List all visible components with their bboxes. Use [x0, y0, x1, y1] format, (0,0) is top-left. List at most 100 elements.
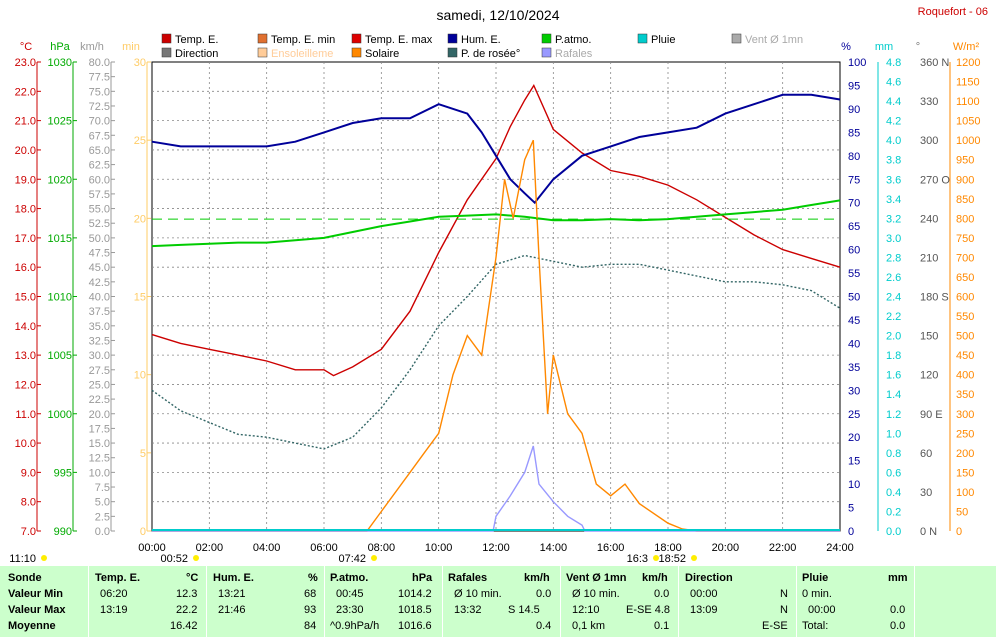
temp-axis-tick: 17.0 [15, 233, 36, 245]
header-rain-unit: mm [888, 572, 908, 584]
chart-grid [151, 61, 841, 532]
avg-hum-value: 84 [304, 620, 317, 632]
press-axis-tick: 1020 [48, 174, 72, 186]
temp-axis-tick: 22.0 [15, 86, 36, 98]
header-gust-unit: km/h [524, 572, 550, 584]
legend-swatch [351, 33, 362, 44]
x-axis-tick: 16:00 [597, 542, 625, 554]
dir-axis-tick: 240 [920, 213, 938, 225]
min-hum-value: 68 [304, 588, 317, 600]
temp-axis-unit: °C [20, 41, 32, 53]
dir-axis-tick: 90 E [920, 409, 943, 421]
series-p-de-ros-e [151, 254, 841, 450]
hum-axis-tick: 80 [848, 151, 860, 163]
sun-axis-tick: 0 [140, 526, 146, 538]
series-p-atmo [151, 199, 841, 248]
wind-axis-tick: 40.0 [89, 292, 110, 304]
press-axis-tick: 1005 [48, 350, 72, 362]
rain-axis-tick: 2.2 [886, 311, 901, 323]
max-hum-time: 21:46 [218, 604, 246, 616]
wind-axis-tick: 67.5 [89, 130, 110, 142]
legend-swatch [351, 47, 362, 58]
hum-axis-tick: 95 [848, 80, 860, 92]
wind-axis-tick: 20.0 [89, 409, 110, 421]
wind-axis-tick: 75.0 [89, 86, 110, 98]
min-press-value: 1014.2 [398, 588, 432, 600]
sun-label: 18:52 [658, 553, 686, 565]
dir-axis-tick: 210 [920, 252, 938, 264]
wind-axis-tick: 42.5 [89, 277, 110, 289]
temp-axis-tick: 8.0 [21, 497, 36, 509]
header-temp-unit: °C [186, 572, 199, 584]
sun-marker-dot [691, 555, 697, 561]
wind-axis-tick: 27.5 [89, 365, 110, 377]
max-gust-value: S 14.5 [508, 604, 540, 616]
solar-axis-tick: 900 [956, 174, 974, 186]
avg-dir-value: E-SE [762, 620, 788, 632]
legend-swatch [541, 33, 552, 44]
x-axis-tick: 12:00 [482, 542, 510, 554]
legend-swatch [161, 33, 172, 44]
rain-axis-tick: 4.0 [886, 135, 901, 147]
hum-axis-tick: 70 [848, 198, 860, 210]
min-rain-time: 0 min. [802, 588, 832, 600]
x-axis-tick: 24:00 [826, 542, 854, 554]
temp-axis-tick: 7.0 [21, 526, 36, 538]
rain-axis-tick: 3.8 [886, 155, 901, 167]
legend-swatch [161, 47, 172, 58]
rain-axis-tick: 4.6 [886, 77, 901, 89]
rain-axis-tick: 1.0 [886, 428, 901, 440]
hum-axis-tick: 100 [848, 57, 866, 69]
min-press-time: 00:45 [336, 588, 364, 600]
legend-swatch [731, 33, 742, 44]
legend-label: Temp. E. [175, 34, 218, 46]
wind-axis-tick: 50.0 [89, 233, 110, 245]
chart-series [151, 84, 841, 532]
x-axis-tick: 14:00 [540, 542, 568, 554]
legend-swatch [637, 33, 648, 44]
legend-label: P. de rosée° [461, 48, 520, 60]
press-axis-tick: 1025 [48, 116, 72, 128]
max-gust-time: 13:32 [454, 604, 482, 616]
hum-axis-tick: 85 [848, 127, 860, 139]
solar-axis-tick: 1000 [956, 135, 980, 147]
rain-axis-tick: 2.8 [886, 252, 901, 264]
solar-axis-tick: 150 [956, 467, 974, 479]
avg-press-value: 1016.6 [398, 620, 432, 632]
x-axis-tick: 06:00 [310, 542, 338, 554]
wind-axis-tick: 47.5 [89, 248, 110, 260]
series-temp-e [151, 84, 841, 377]
dir-axis-tick: 0 N [920, 526, 937, 538]
hum-axis-tick: 20 [848, 432, 860, 444]
sun-axis-tick: 5 [140, 448, 146, 460]
legend-label: Vent Ø 1mn [745, 34, 803, 46]
rain-axis-tick: 3.2 [886, 213, 901, 225]
temp-axis-tick: 15.0 [15, 292, 36, 304]
dir-axis-tick: 30 [920, 487, 932, 499]
rain-axis-tick: 4.4 [886, 96, 901, 108]
header-wind: Vent Ø 1mn [566, 572, 627, 584]
sun-axis-tick: 10 [134, 370, 146, 382]
hum-axis-tick: 5 [848, 503, 854, 515]
sun-axis-tick: 25 [134, 135, 146, 147]
chart-legend: Temp. E. Temp. E. min Temp. E. max Hum. E. P… [161, 33, 803, 60]
press-axis-tick: 1000 [48, 409, 72, 421]
rain-axis-unit: mm [875, 41, 893, 53]
legend-swatch [447, 47, 458, 58]
temp-axis-tick: 12.0 [15, 379, 36, 391]
weather-chart: samedi, 12/10/2024 Roquefort - 06 Temp. … [9, 6, 988, 565]
solar-axis-tick: 700 [956, 252, 974, 264]
row-max-label: Valeur Max [8, 604, 66, 616]
max-dir-time: 13:09 [690, 604, 718, 616]
x-axis-tick: 18:00 [654, 542, 682, 554]
press-axis-tick: 995 [54, 467, 72, 479]
wind-axis-tick: 52.5 [89, 218, 110, 230]
rain-axis-tick: 2.4 [886, 292, 901, 304]
dir-axis-tick: 330 [920, 96, 938, 108]
rain-axis-tick: 0.0 [886, 526, 901, 538]
legend-label: Temp. E. max [365, 34, 433, 46]
temp-axis-tick: 9.0 [21, 467, 36, 479]
legend-label: Solaire [365, 48, 399, 60]
solar-axis-tick: 450 [956, 350, 974, 362]
row-min-label: Valeur Min [8, 588, 64, 600]
